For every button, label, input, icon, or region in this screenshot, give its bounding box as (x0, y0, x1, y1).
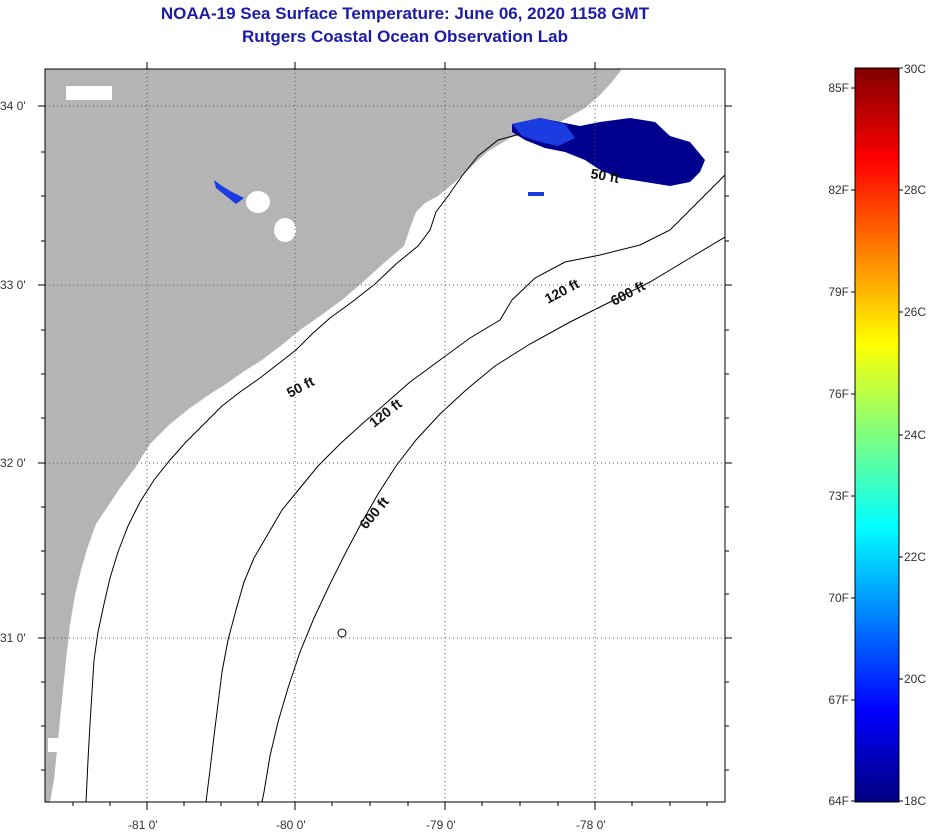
colorbar-label-67f: 67F (828, 693, 849, 707)
colorbar-label-70f: 70F (828, 591, 849, 605)
contour-label-50ft-north: 50 ft (589, 165, 620, 186)
colorbar-label-82f: 82F (828, 183, 849, 197)
colorbar-label-79f: 79F (828, 285, 849, 299)
contour-50ft (85, 133, 521, 802)
lat-label-32: 32 0' (0, 456, 26, 470)
map-title: NOAA-19 Sea Surface Temperature: June 06… (160, 4, 650, 23)
colorbar-label-22c: 22C (904, 550, 926, 564)
contour-600ft (261, 236, 725, 802)
colorbar-label-64f: 64F (828, 794, 849, 808)
lon-label-81: -81 0' (128, 818, 158, 832)
lon-label-78: -78 0' (576, 818, 606, 832)
colorbar-label-30c: 30C (904, 62, 926, 76)
lat-label-34: 34 0' (0, 99, 26, 113)
graticule (45, 69, 725, 802)
lat-label-31: 31 0' (0, 631, 26, 645)
axis-ticks (38, 62, 732, 810)
lon-label-80: -80 0' (276, 818, 306, 832)
colorbar-label-85f: 85F (828, 81, 849, 95)
lon-label-79: -79 0' (426, 818, 456, 832)
map-subtitle: Rutgers Coastal Ocean Observation Lab (242, 27, 568, 46)
contour-120ft (205, 174, 725, 802)
colorbar-label-28c: 28C (904, 183, 926, 197)
colorbar-label-76f: 76F (828, 387, 849, 401)
colorbar-label-18c: 18C (904, 794, 926, 808)
sst-patch-nearshore (512, 118, 575, 146)
map-frame (44, 68, 726, 803)
map-area (45, 69, 725, 802)
lat-label-33: 33 0' (0, 278, 26, 292)
colorbar-label-26c: 26C (904, 305, 926, 319)
colorbar-label-24c: 24C (904, 428, 926, 442)
colorbar-label-20c: 20C (904, 672, 926, 686)
land-mass (45, 69, 622, 802)
sst-patch-inland (214, 180, 244, 204)
temperature-colorbar: 85F 82F 79F 76F 73F 70F 67F 64F 30C 28C … (828, 62, 926, 808)
colorbar-label-73f: 73F (828, 489, 849, 503)
